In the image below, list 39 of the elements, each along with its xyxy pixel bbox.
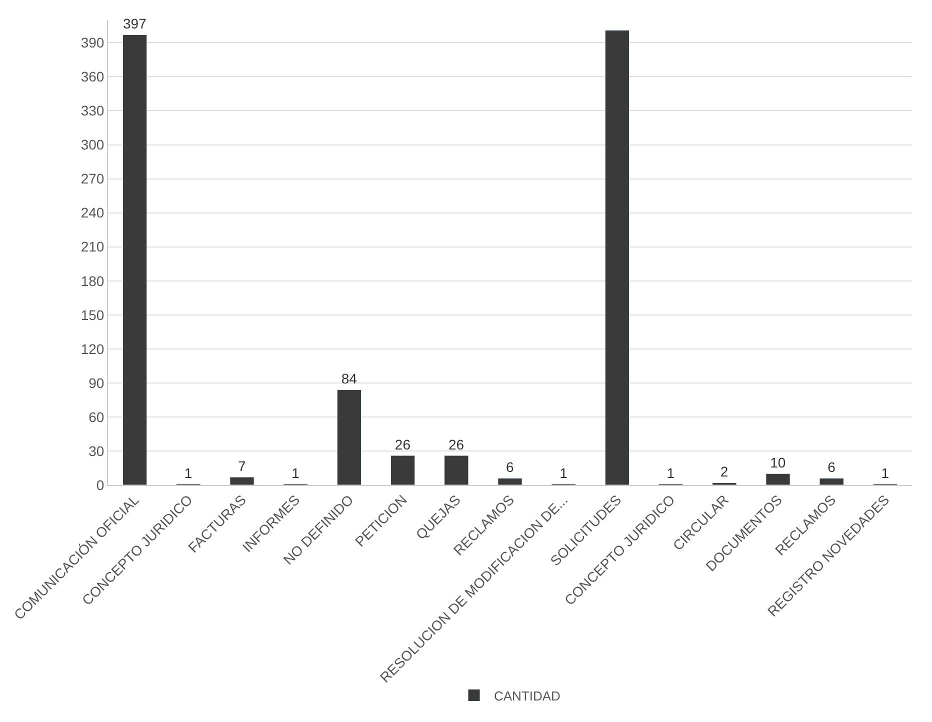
y-tick-label: 120 <box>80 340 104 357</box>
bar <box>336 389 362 485</box>
bar <box>230 476 254 485</box>
bar <box>390 455 416 485</box>
y-tick-label: 330 <box>80 102 104 119</box>
data-label: 1 <box>560 464 568 481</box>
y-tick-label: 0 <box>96 476 104 493</box>
y-tick-label: 150 <box>80 306 104 323</box>
y-tick-label: 360 <box>80 68 104 85</box>
bar <box>122 34 148 485</box>
data-label: 26 <box>394 436 411 453</box>
y-tick-label: 180 <box>80 272 104 289</box>
bar <box>444 455 469 485</box>
bar <box>766 473 790 485</box>
data-label: 2 <box>720 464 728 480</box>
y-tick-label: 390 <box>80 34 104 51</box>
bar <box>498 478 522 485</box>
data-label: 10 <box>770 454 786 471</box>
y-tick-label: 30 <box>88 442 104 459</box>
data-label: 397 <box>123 16 147 32</box>
data-label: 6 <box>828 459 836 476</box>
y-tick-label: 90 <box>88 374 104 391</box>
bar <box>604 30 630 485</box>
y-tick-label: 240 <box>80 204 104 221</box>
data-label: 6 <box>506 459 514 476</box>
y-tick-label: 60 <box>88 408 104 425</box>
data-label: 7 <box>238 458 246 474</box>
data-label: 1 <box>292 464 300 481</box>
y-tick-label: 300 <box>80 136 104 153</box>
y-tick-label: 210 <box>80 238 104 255</box>
data-label: 84 <box>341 370 358 387</box>
legend-label: CANTIDAD <box>494 688 560 704</box>
bar <box>712 482 737 485</box>
y-tick-label: 270 <box>80 170 104 187</box>
bar <box>819 478 844 485</box>
data-label: 1 <box>881 464 890 481</box>
data-label: 1 <box>184 464 192 481</box>
data-label: 26 <box>448 436 464 453</box>
data-label: 1 <box>666 464 675 481</box>
